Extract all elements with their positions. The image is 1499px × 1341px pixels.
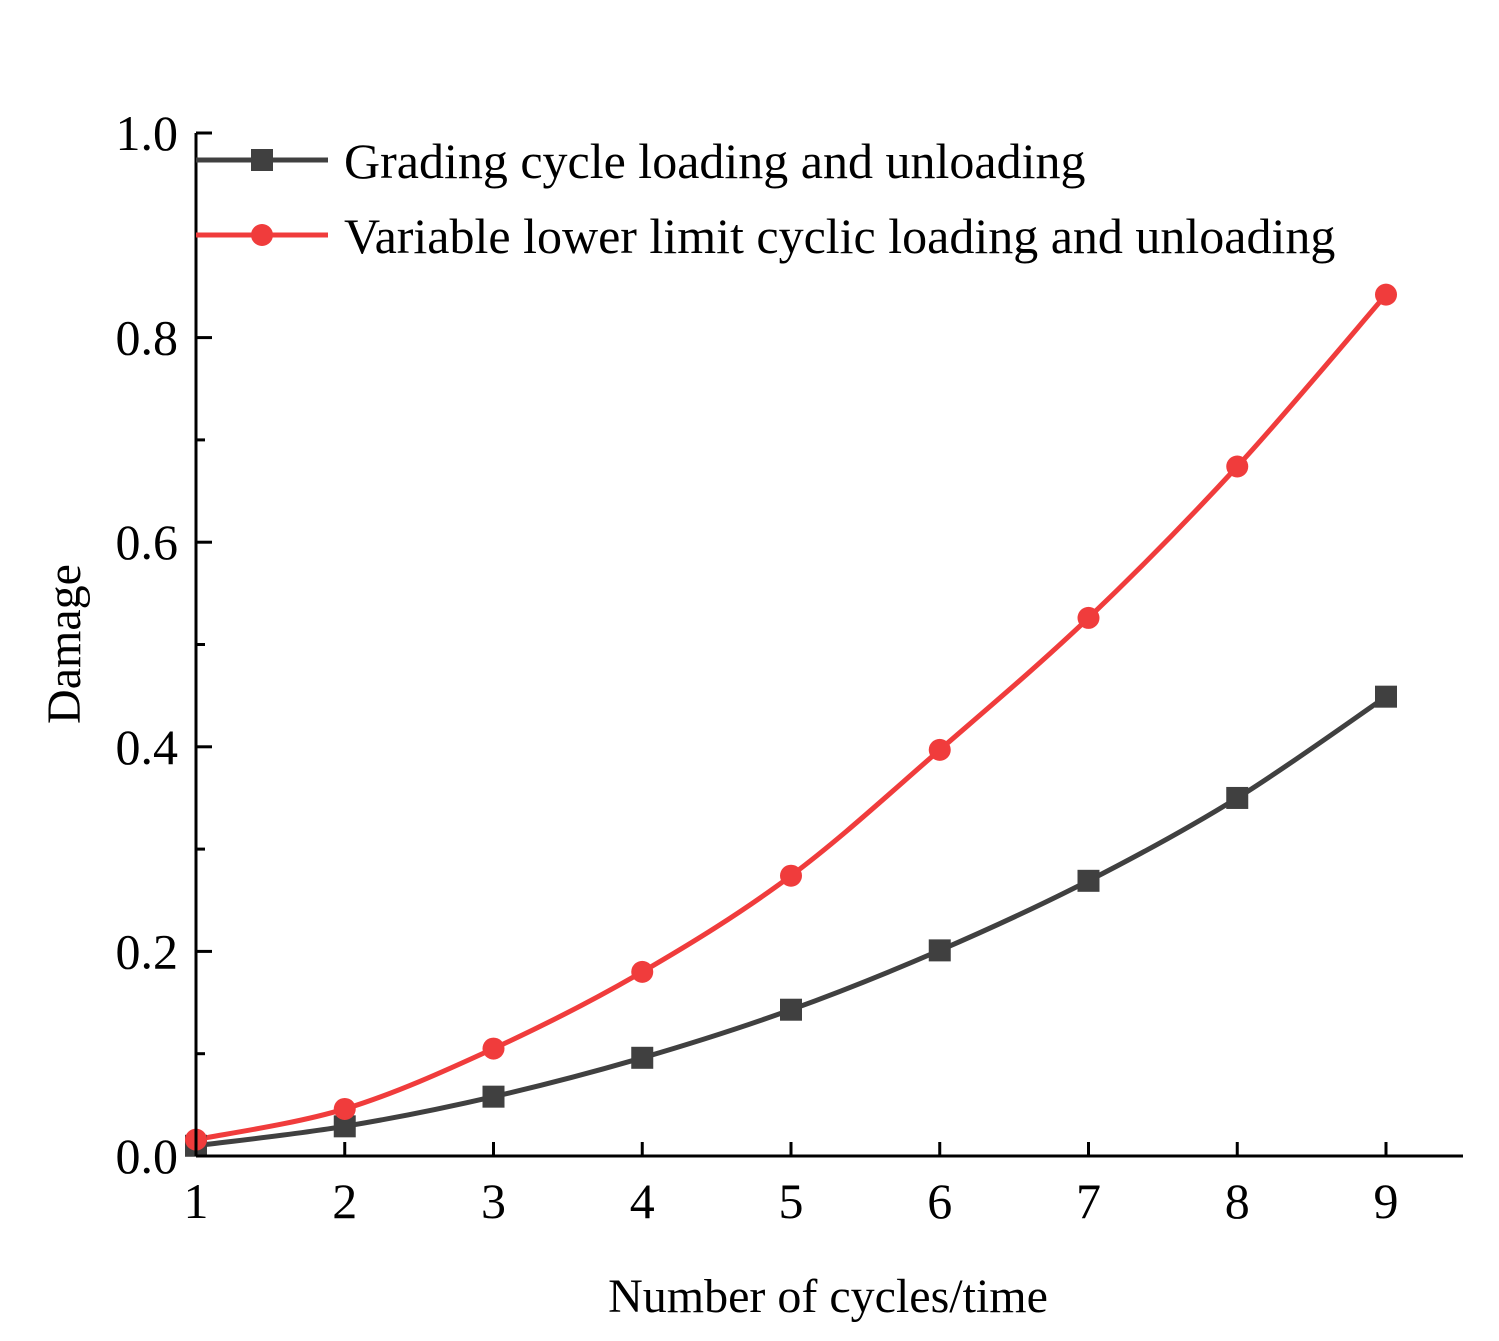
series-2-point-5 [780,864,802,887]
legend-label-1: Grading cycle loading and unloading [344,133,1085,189]
x-ticks: 1 2 3 4 5 6 7 8 9 [184,1142,1399,1229]
x-tick-label-3: 3 [481,1173,506,1229]
x-tick-label-9: 9 [1374,1173,1399,1229]
series-2-point-8 [1226,455,1249,478]
series-2-point-3 [482,1037,505,1060]
x-tick-label-5: 5 [779,1173,804,1229]
series-1-point-8 [1226,786,1249,809]
y-tick-label-1.0: 1.0 [116,105,179,161]
y-tick-label-0.6: 0.6 [116,514,179,570]
x-tick-label-1: 1 [184,1173,209,1229]
y-tick-label-0.0: 0.0 [116,1128,179,1184]
y-tick-label-0.2: 0.2 [116,923,179,979]
y-tick-label-0.4: 0.4 [116,719,179,775]
x-tick-label-8: 8 [1225,1173,1250,1229]
series-2-point-6 [928,738,951,761]
series-line-2 [195,292,1388,1143]
x-tick-label-7: 7 [1076,1173,1101,1229]
legend: Grading cycle loading and unloading Varia… [196,133,1335,264]
series-2-point-7 [1077,606,1100,629]
series-1-point-2 [333,1115,356,1138]
y-tick-label-0.8: 0.8 [116,310,179,366]
series-1-point-4 [631,1046,654,1069]
series-line-1 [195,694,1388,1149]
series-2-point-4 [631,960,654,983]
x-tick-label-2: 2 [332,1173,357,1229]
plot-markers [185,283,1397,1157]
y-ticks: 0.0 0.2 0.4 0.6 0.8 1.0 [116,105,212,1184]
series-1-point-6 [928,939,951,962]
y-axis-title: Damage [38,564,91,724]
x-tick-label-4: 4 [630,1173,655,1229]
series-2-point-9 [1375,283,1397,306]
legend-marker-1 [251,149,273,171]
legend-marker-2 [251,224,273,246]
legend-label-2: Variable lower limit cyclic loading and … [344,208,1335,264]
x-axis-title: Number of cycles/time [608,1270,1048,1323]
series-1-point-5 [780,998,802,1021]
series-2-point-2 [333,1097,356,1120]
x-tick-label-6: 6 [927,1173,952,1229]
series-1-point-7 [1077,869,1100,892]
series-1-point-3 [482,1085,505,1108]
axes [194,133,1463,1158]
series-1-point-9 [1375,685,1397,708]
